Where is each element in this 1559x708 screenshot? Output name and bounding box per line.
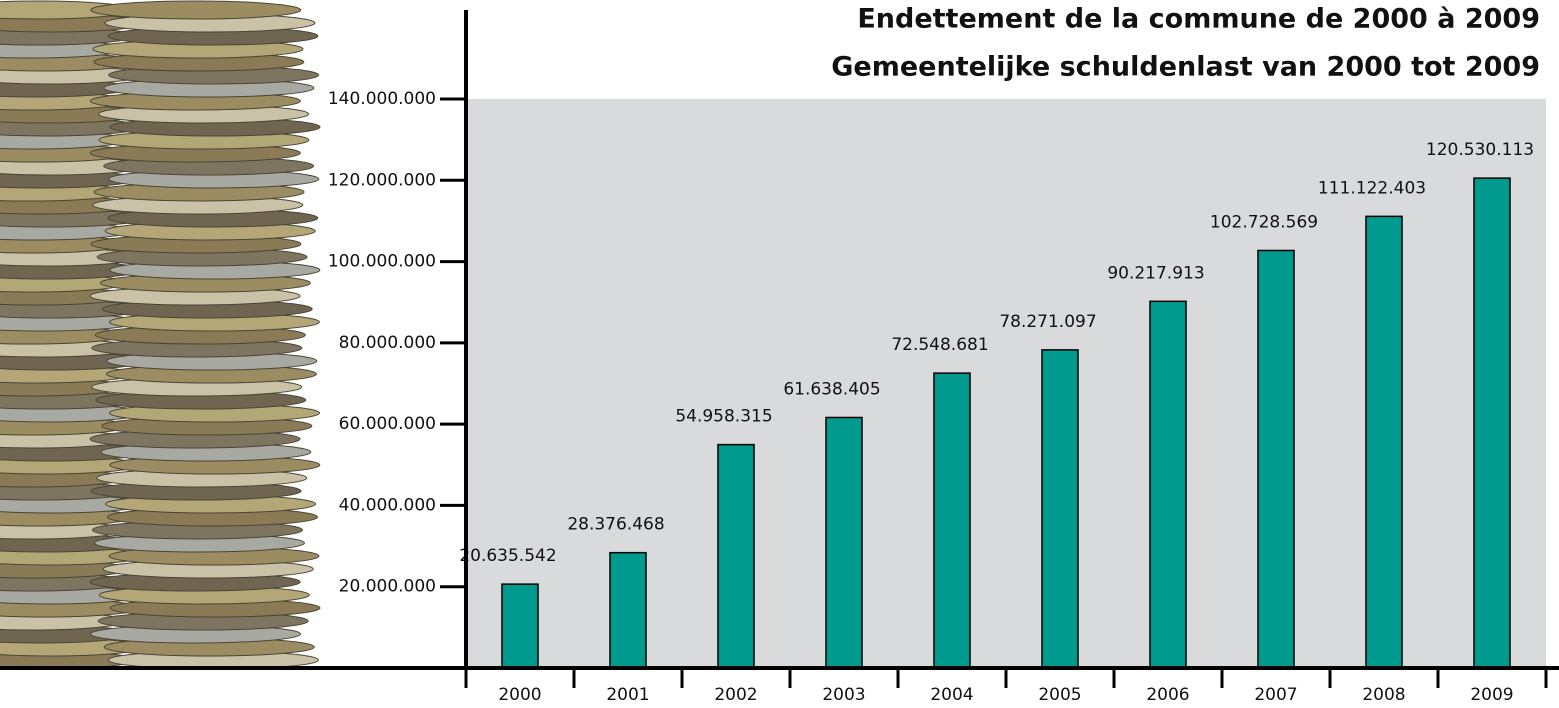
y-tick-label: 140.000.000: [328, 89, 436, 109]
x-tick-label: 2003: [822, 685, 865, 705]
value-label: 20.635.542: [459, 546, 556, 566]
chart-title: Endettement de la commune de 2000 à 2009: [857, 4, 1540, 35]
chart-subtitle: Gemeentelijke schuldenlast van 2000 tot …: [831, 52, 1540, 83]
bar: [1150, 301, 1186, 668]
y-tick-label: 80.000.000: [339, 333, 436, 353]
bar: [934, 373, 970, 668]
value-label: 90.217.913: [1107, 263, 1204, 283]
bar: [1366, 216, 1402, 668]
bar: [502, 584, 538, 668]
bar: [1042, 350, 1078, 668]
value-label: 54.958.315: [675, 407, 772, 427]
x-tick-label: 2007: [1254, 685, 1297, 705]
bar: [1474, 178, 1510, 668]
y-tick-label: 120.000.000: [328, 170, 436, 190]
x-tick-label: 2000: [498, 685, 541, 705]
coin: [91, 1, 301, 19]
x-tick-label: 2002: [714, 685, 757, 705]
value-label: 78.271.097: [999, 312, 1096, 332]
y-tick-label: 20.000.000: [339, 577, 436, 597]
x-tick-label: 2008: [1362, 685, 1405, 705]
value-label: 61.638.405: [783, 379, 880, 399]
x-tick-label: 2005: [1038, 685, 1081, 705]
coin-photo: [0, 1, 320, 669]
value-label: 120.530.113: [1426, 140, 1534, 160]
value-label: 28.376.468: [567, 515, 664, 535]
bar: [1258, 250, 1294, 668]
bar: [718, 445, 754, 668]
y-tick-label: 60.000.000: [339, 414, 436, 434]
x-tick-label: 2009: [1470, 685, 1513, 705]
x-tick-label: 2004: [930, 685, 973, 705]
y-tick-label: 100.000.000: [328, 252, 436, 272]
x-tick-label: 2006: [1146, 685, 1189, 705]
chart: Endettement de la commune de 2000 à 2009…: [0, 0, 1559, 708]
x-tick-label: 2001: [606, 685, 649, 705]
bar: [610, 553, 646, 668]
value-label: 72.548.681: [891, 335, 988, 355]
value-label: 102.728.569: [1210, 212, 1318, 232]
y-tick-label: 40.000.000: [339, 495, 436, 515]
bar: [826, 417, 862, 668]
value-label: 111.122.403: [1318, 178, 1426, 198]
